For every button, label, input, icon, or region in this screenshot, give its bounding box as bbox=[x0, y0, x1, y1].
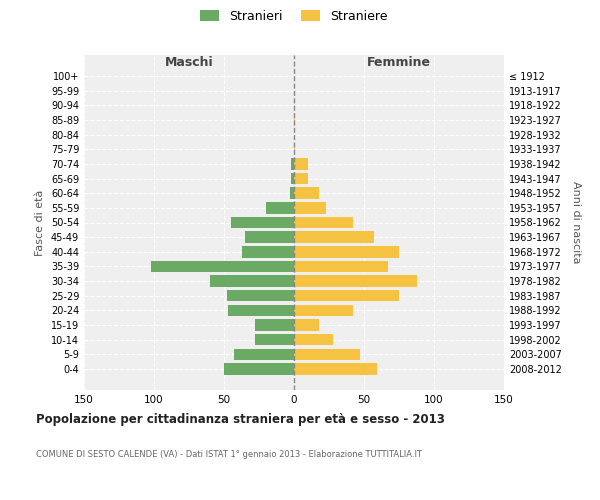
Bar bbox=[227, 290, 294, 302]
Bar bbox=[294, 276, 417, 287]
Bar bbox=[294, 320, 319, 331]
Bar bbox=[294, 290, 399, 302]
Bar bbox=[294, 144, 295, 155]
Bar bbox=[294, 261, 388, 272]
Bar bbox=[294, 217, 353, 228]
Bar bbox=[290, 188, 294, 199]
Text: Popolazione per cittadinanza straniera per età e sesso - 2013: Popolazione per cittadinanza straniera p… bbox=[36, 412, 445, 426]
Y-axis label: Fasce di età: Fasce di età bbox=[35, 190, 45, 256]
Bar bbox=[266, 202, 294, 213]
Bar bbox=[294, 188, 319, 199]
Y-axis label: Anni di nascita: Anni di nascita bbox=[571, 181, 581, 264]
Bar bbox=[231, 217, 294, 228]
Bar bbox=[228, 304, 294, 316]
Bar bbox=[294, 173, 308, 184]
Bar bbox=[151, 261, 294, 272]
Bar bbox=[294, 246, 399, 258]
Bar bbox=[294, 202, 326, 213]
Bar bbox=[245, 232, 294, 243]
Bar bbox=[294, 304, 353, 316]
Bar bbox=[294, 348, 360, 360]
Text: COMUNE DI SESTO CALENDE (VA) - Dati ISTAT 1° gennaio 2013 - Elaborazione TUTTITA: COMUNE DI SESTO CALENDE (VA) - Dati ISTA… bbox=[36, 450, 422, 459]
Legend: Stranieri, Straniere: Stranieri, Straniere bbox=[197, 6, 391, 26]
Text: Maschi: Maschi bbox=[164, 56, 214, 70]
Bar bbox=[224, 364, 294, 375]
Bar bbox=[234, 348, 294, 360]
Bar bbox=[242, 246, 294, 258]
Text: Femmine: Femmine bbox=[367, 56, 431, 70]
Bar bbox=[255, 320, 294, 331]
Bar bbox=[294, 232, 374, 243]
Bar bbox=[210, 276, 294, 287]
Bar bbox=[294, 334, 333, 345]
Bar bbox=[294, 364, 377, 375]
Bar bbox=[291, 158, 294, 170]
Bar bbox=[255, 334, 294, 345]
Bar bbox=[291, 173, 294, 184]
Bar bbox=[294, 114, 295, 126]
Bar bbox=[294, 158, 308, 170]
